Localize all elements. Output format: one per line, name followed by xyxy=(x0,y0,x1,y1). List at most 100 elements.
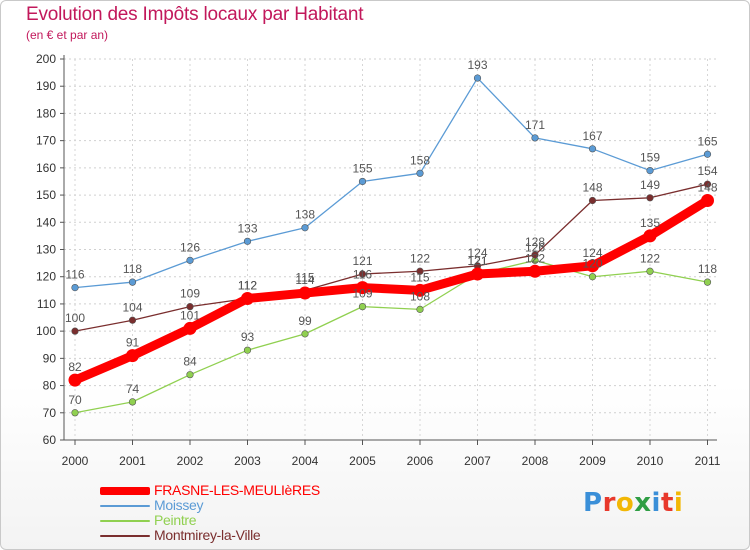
series-line-frasne xyxy=(70,196,712,385)
data-label-montmirey-2006: 122 xyxy=(410,251,430,265)
data-label-frasne-2008: 122 xyxy=(525,251,545,265)
legend-item-montmirey: Montmirey-la-Ville xyxy=(100,528,320,543)
point-peintre-2001 xyxy=(128,398,137,406)
y-tick-label-200: 200 xyxy=(36,52,56,66)
data-label-frasne-2007: 121 xyxy=(467,254,487,268)
data-label-moissey-2003: 133 xyxy=(237,221,257,235)
data-label-peintre-2004: 99 xyxy=(298,314,312,328)
logo-letter-r: r xyxy=(602,488,616,518)
legend-swatch-frasne xyxy=(100,486,150,495)
data-label-peintre-2003: 93 xyxy=(241,330,255,344)
data-label-montmirey-2001: 104 xyxy=(122,300,142,314)
point-frasne-2004 xyxy=(298,286,312,300)
x-tick-label-2011: 2011 xyxy=(695,454,721,468)
point-frasne-2000 xyxy=(68,373,82,387)
data-label-frasne-2002: 101 xyxy=(180,308,200,322)
data-label-frasne-2010: 135 xyxy=(640,216,660,230)
proxiti-logo: Proxiti xyxy=(583,488,683,518)
point-moissey-2006 xyxy=(416,169,424,177)
point-moissey-2005 xyxy=(358,177,367,186)
data-label-frasne-2009: 124 xyxy=(582,246,602,260)
logo-letter-i: i xyxy=(651,488,661,518)
legend-swatch-moissey xyxy=(100,504,150,507)
data-label-moissey-2004: 138 xyxy=(295,208,315,222)
data-label-frasne-2005: 116 xyxy=(353,268,372,282)
data-label-montmirey-2000: 100 xyxy=(65,311,85,325)
point-moissey-2001 xyxy=(128,278,137,286)
y-tick-label-140: 140 xyxy=(36,215,56,229)
point-peintre-2002 xyxy=(186,371,194,379)
point-moissey-2011 xyxy=(703,150,712,158)
point-peintre-2005 xyxy=(358,303,367,311)
data-label-moissey-2007: 193 xyxy=(467,58,487,72)
y-tick-label-100: 100 xyxy=(36,324,56,338)
point-peintre-2003 xyxy=(243,346,252,354)
data-label-frasne-2004: 114 xyxy=(295,273,314,287)
point-montmirey-2011 xyxy=(703,180,712,188)
data-label-frasne-2000: 82 xyxy=(68,360,82,374)
legend-item-moissey: Moissey xyxy=(100,498,320,513)
x-tick-label-2005: 2005 xyxy=(349,454,376,468)
data-label-peintre-2002: 84 xyxy=(183,355,197,369)
legend-item-frasne: FRASNE-LES-MEULIèRES xyxy=(100,483,320,498)
logo-letter-x: x xyxy=(634,488,652,518)
y-tick-label-170: 170 xyxy=(36,134,56,148)
data-label-moissey-2005: 155 xyxy=(352,161,372,175)
point-montmirey-2000 xyxy=(71,327,79,335)
legend: FRASNE-LES-MEULIèRES Moissey Peintre Mon… xyxy=(100,483,320,543)
point-moissey-2003 xyxy=(243,237,252,245)
legend-label-frasne: FRASNE-LES-MEULIèRES xyxy=(154,482,320,498)
y-tick-label-150: 150 xyxy=(36,188,56,202)
logo-letter-t: t xyxy=(660,488,674,518)
x-tick-label-2003: 2003 xyxy=(234,454,261,468)
y-tick-label-160: 160 xyxy=(36,161,56,175)
point-peintre-2010 xyxy=(646,267,654,275)
data-label-frasne-2001: 91 xyxy=(126,336,140,350)
point-montmirey-2002 xyxy=(186,303,194,311)
legend-swatch-montmirey xyxy=(100,534,150,537)
y-tick-label-70: 70 xyxy=(43,406,57,420)
data-label-peintre-2011: 118 xyxy=(698,262,717,276)
y-tick-label-80: 80 xyxy=(43,379,57,393)
data-label-peintre-2008: 126 xyxy=(525,240,545,254)
y-tick-label-180: 180 xyxy=(36,106,56,120)
data-label-moissey-2006: 158 xyxy=(410,153,430,167)
data-label-montmirey-2003: 112 xyxy=(238,278,257,292)
series-line-moissey xyxy=(74,77,709,289)
data-label-peintre-2009: 120 xyxy=(582,257,602,271)
y-tick-label-60: 60 xyxy=(43,433,57,447)
point-montmirey-2001 xyxy=(128,316,137,324)
point-frasne-2010 xyxy=(643,229,657,243)
x-tick-label-2007: 2007 xyxy=(464,454,491,468)
point-frasne-2006 xyxy=(413,283,427,297)
point-frasne-2008 xyxy=(528,264,542,278)
point-moissey-2000 xyxy=(71,284,79,292)
point-montmirey-2008 xyxy=(531,251,539,259)
point-montmirey-2009 xyxy=(588,196,597,205)
series-line-montmirey xyxy=(74,183,709,332)
x-tick-label-2000: 2000 xyxy=(62,454,89,468)
data-label-peintre-2007: 121 xyxy=(467,254,487,268)
data-label-montmirey-2007: 124 xyxy=(467,246,487,260)
legend-label-peintre: Peintre xyxy=(154,512,197,528)
data-label-moissey-2001: 118 xyxy=(123,262,142,276)
data-label-peintre-2001: 74 xyxy=(126,382,140,396)
data-label-moissey-2008: 171 xyxy=(525,118,545,132)
x-tick-label-2002: 2002 xyxy=(177,454,204,468)
data-label-moissey-2009: 167 xyxy=(582,129,602,143)
point-montmirey-2006 xyxy=(416,267,424,275)
logo-letter-i2: i xyxy=(673,488,684,518)
legend-label-moissey: Moissey xyxy=(154,497,204,513)
data-label-montmirey-2009: 148 xyxy=(582,181,602,195)
y-tick-label-120: 120 xyxy=(36,270,56,284)
legend-item-peintre: Peintre xyxy=(100,513,320,528)
legend-label-montmirey: Montmirey-la-Ville xyxy=(154,527,261,543)
point-frasne-2002 xyxy=(183,321,197,335)
point-frasne-2009 xyxy=(586,259,599,273)
point-moissey-2007 xyxy=(473,74,482,82)
data-label-montmirey-2005: 121 xyxy=(352,254,372,268)
x-tick-label-2009: 2009 xyxy=(579,454,606,468)
y-tick-label-90: 90 xyxy=(43,351,57,365)
